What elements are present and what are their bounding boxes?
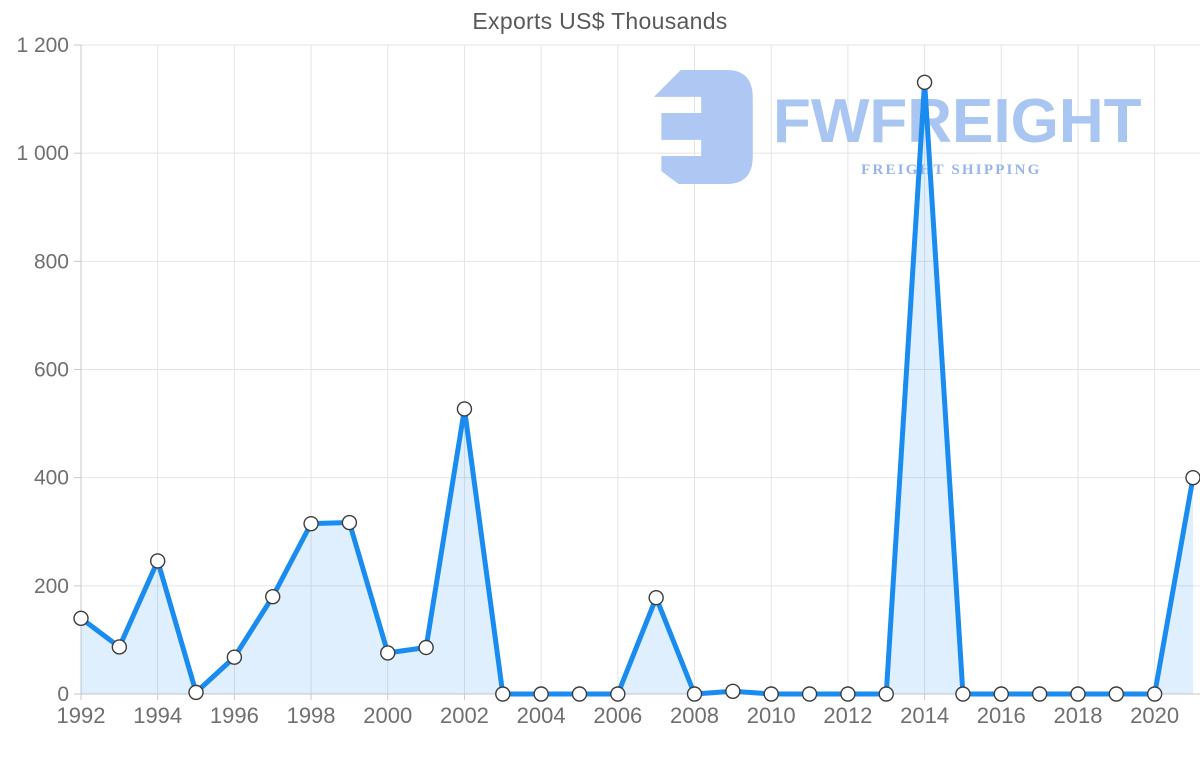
chart-title: Exports US$ Thousands: [472, 8, 728, 34]
fwfreight-logo-icon: [653, 70, 753, 184]
x-axis-tick-label: 2010: [747, 703, 796, 728]
data-point-2015[interactable]: [955, 686, 971, 702]
y-axis-tick-label: 200: [34, 575, 69, 598]
data-point-2006[interactable]: [610, 686, 626, 702]
watermark-tagline-text: FREIGHT SHIPPING: [861, 162, 1042, 178]
data-point-2020[interactable]: [1146, 686, 1163, 702]
data-point-2002[interactable]: [456, 401, 473, 417]
data-point-2016[interactable]: [993, 686, 1009, 702]
y-axis-tick-label: 800: [34, 250, 69, 273]
data-point-2012[interactable]: [840, 686, 856, 702]
data-point-1992[interactable]: [73, 610, 89, 626]
exports-area-fill: [81, 82, 1193, 694]
y-axis-tick-label: 1 000: [16, 142, 69, 165]
x-axis-tick-label: 1998: [287, 703, 336, 728]
data-point-2004[interactable]: [533, 686, 549, 702]
x-axis-tick-label: 1994: [133, 703, 182, 728]
data-point-2000[interactable]: [380, 645, 396, 661]
data-point-2013[interactable]: [878, 686, 894, 702]
data-point-2003[interactable]: [495, 686, 511, 702]
data-point-2011[interactable]: [801, 686, 818, 702]
x-axis-tick-label: 1992: [57, 703, 106, 728]
x-axis-tick-label: 2012: [823, 703, 872, 728]
watermark: FWFREIGHT FREIGHT SHIPPING: [645, 70, 1142, 184]
y-axis-tick-label: 600: [34, 359, 69, 382]
data-point-1996[interactable]: [226, 649, 243, 665]
data-point-1994[interactable]: [149, 553, 166, 569]
x-axis-tick-label: 2018: [1053, 703, 1102, 728]
data-point-2001[interactable]: [418, 639, 434, 656]
x-axis-tick-label: 2020: [1130, 703, 1179, 728]
data-point-2018[interactable]: [1070, 686, 1086, 702]
x-axis-tick-label: 2006: [593, 703, 642, 728]
data-point-2021[interactable]: [1185, 469, 1200, 486]
watermark-brand-text: FWFREIGHT: [773, 87, 1142, 156]
data-point-1997[interactable]: [265, 588, 281, 605]
data-point-2019[interactable]: [1108, 686, 1125, 702]
data-point-1999[interactable]: [341, 514, 358, 531]
x-axis-tick-label: 2002: [440, 703, 489, 728]
data-point-2008[interactable]: [686, 686, 703, 702]
data-point-2007[interactable]: [648, 590, 664, 606]
data-point-2009[interactable]: [725, 683, 741, 699]
x-axis-tick-label: 2016: [977, 703, 1026, 728]
data-point-2017[interactable]: [1031, 686, 1048, 702]
x-axis-tick-label: 2014: [900, 703, 949, 728]
x-axis-tick-label: 2008: [670, 703, 719, 728]
y-axis-tick-label: 0: [57, 683, 69, 706]
data-point-2010[interactable]: [763, 686, 779, 702]
y-axis-tick-label: 1 200: [16, 34, 69, 57]
data-point-2014[interactable]: [916, 74, 933, 91]
x-axis-tick-label: 2000: [363, 703, 412, 728]
y-axis-tick-label: 400: [34, 467, 69, 490]
data-point-1998[interactable]: [303, 515, 319, 532]
data-point-1993[interactable]: [111, 639, 128, 655]
data-point-2005[interactable]: [571, 686, 588, 702]
exports-line: [78, 79, 1196, 697]
x-axis-tick-label: 1996: [210, 703, 259, 728]
x-axis-tick-label: 2004: [517, 703, 566, 728]
data-point-1995[interactable]: [188, 684, 204, 701]
